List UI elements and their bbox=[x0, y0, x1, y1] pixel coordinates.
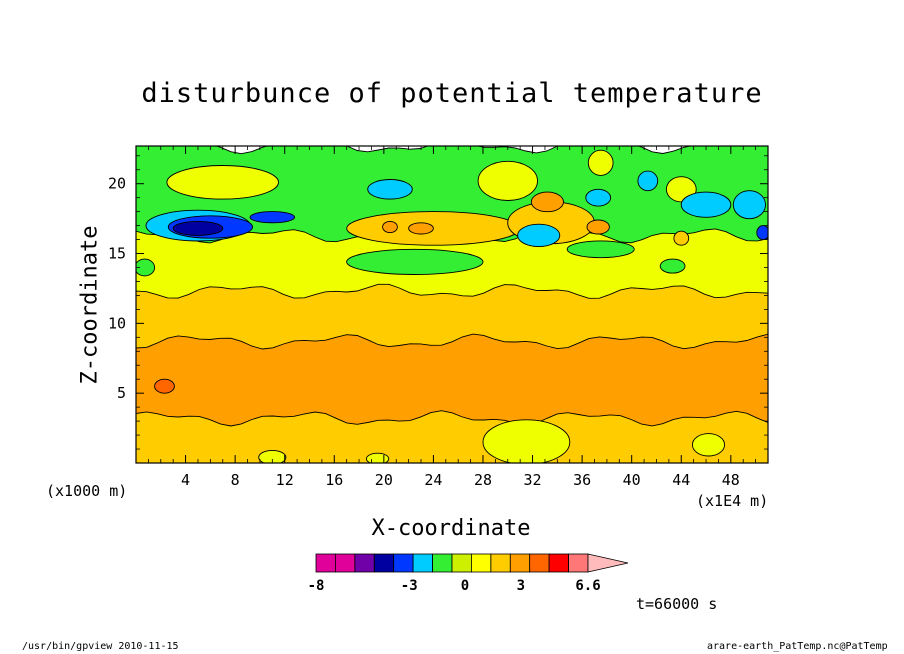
contour-cell bbox=[637, 170, 659, 192]
y-axis: 5 10 15 20 bbox=[108, 155, 768, 450]
colorbar-box bbox=[393, 553, 414, 573]
y-tick-label: 20 bbox=[108, 175, 126, 193]
contour-cell bbox=[382, 220, 398, 234]
x-axis-label: X-coordinate bbox=[371, 516, 531, 541]
colorbar-box bbox=[548, 553, 569, 573]
colorbar-box bbox=[354, 553, 375, 573]
x-tick-label: 12 bbox=[276, 471, 294, 489]
colorbar-box bbox=[412, 553, 433, 573]
colorbar-box bbox=[509, 553, 531, 573]
contour-cell bbox=[659, 258, 686, 274]
footer-program-date: /usr/bin/gpview 2010-11-15 bbox=[22, 641, 179, 652]
contour-cell bbox=[477, 160, 538, 201]
colorbar-label: 3 bbox=[517, 578, 525, 594]
x-unit-label-right: (x1E4 m) bbox=[696, 492, 769, 510]
contour-cell bbox=[732, 190, 766, 220]
x-unit-label: (x1000 m) bbox=[46, 482, 128, 500]
x-tick-label: 8 bbox=[231, 471, 240, 489]
contour-cell bbox=[691, 433, 726, 457]
x-tick-label: 36 bbox=[573, 471, 591, 489]
contour-cell bbox=[154, 378, 175, 394]
chart-title: disturbunce of potential temperature bbox=[141, 78, 763, 109]
y-axis-label: Z-coordinate bbox=[77, 225, 103, 385]
colorbar-box bbox=[315, 553, 336, 573]
contour-fill bbox=[136, 146, 768, 463]
colorbar-label: 6.6 bbox=[575, 578, 600, 594]
contour-cell bbox=[587, 149, 614, 176]
contour-cell bbox=[586, 219, 610, 235]
colorbar-box bbox=[451, 553, 472, 573]
contour-cell bbox=[365, 452, 390, 463]
colorbar-label: 0 bbox=[461, 578, 469, 594]
colorbar-box bbox=[568, 553, 589, 573]
plot-frame bbox=[135, 145, 769, 464]
x-tick-label: 48 bbox=[722, 471, 740, 489]
footer-file-name: arare-earth_PatTemp.nc@PatTemp bbox=[707, 641, 888, 652]
y-tick-label: 5 bbox=[117, 384, 126, 402]
colorbar-box bbox=[432, 553, 453, 573]
contour-cell bbox=[346, 248, 484, 275]
x-tick-label: 40 bbox=[623, 471, 641, 489]
x-tick-label: 16 bbox=[325, 471, 343, 489]
y-tick-label: 10 bbox=[108, 314, 126, 332]
x-tick-label: 44 bbox=[672, 471, 690, 489]
colorbar-box bbox=[470, 553, 492, 573]
x-tick-label: 4 bbox=[181, 471, 190, 489]
colorbar-box bbox=[334, 553, 356, 573]
colorbar-box bbox=[373, 553, 395, 573]
x-tick-label: 24 bbox=[424, 471, 442, 489]
contour-cell bbox=[367, 179, 413, 200]
contour-cell bbox=[756, 225, 768, 241]
contour-cell bbox=[680, 191, 732, 218]
time-label: t=66000 s bbox=[636, 595, 718, 613]
contour-cell bbox=[482, 419, 571, 463]
contour-cell bbox=[172, 220, 224, 236]
colorbar-box bbox=[529, 553, 550, 573]
x-tick-label: 32 bbox=[524, 471, 542, 489]
colorbar-overflow-arrow bbox=[587, 553, 629, 573]
colorbar-label: -3 bbox=[401, 578, 418, 594]
x-axis: 4 8 12 16 20 24 28 32 36 40 44 48 bbox=[147, 146, 757, 489]
contour-cell bbox=[673, 230, 690, 246]
contour-cell bbox=[258, 449, 287, 463]
y-tick-label: 15 bbox=[108, 245, 126, 263]
colorbar-box bbox=[490, 553, 511, 573]
x-tick-label: 20 bbox=[375, 471, 393, 489]
colorbar: -8 -3 0 3 6.6 bbox=[308, 553, 629, 594]
contour-band bbox=[136, 410, 768, 463]
colorbar-label: -8 bbox=[308, 578, 325, 594]
contour-cell bbox=[136, 258, 156, 277]
contour-cell bbox=[585, 188, 612, 207]
contour-cell bbox=[566, 240, 635, 259]
contour-cell bbox=[408, 222, 434, 235]
contour-cell bbox=[530, 191, 564, 213]
x-tick-label: 28 bbox=[474, 471, 492, 489]
contour-cell bbox=[166, 165, 279, 200]
contour-cell bbox=[249, 211, 296, 224]
contour-cell bbox=[517, 223, 561, 248]
